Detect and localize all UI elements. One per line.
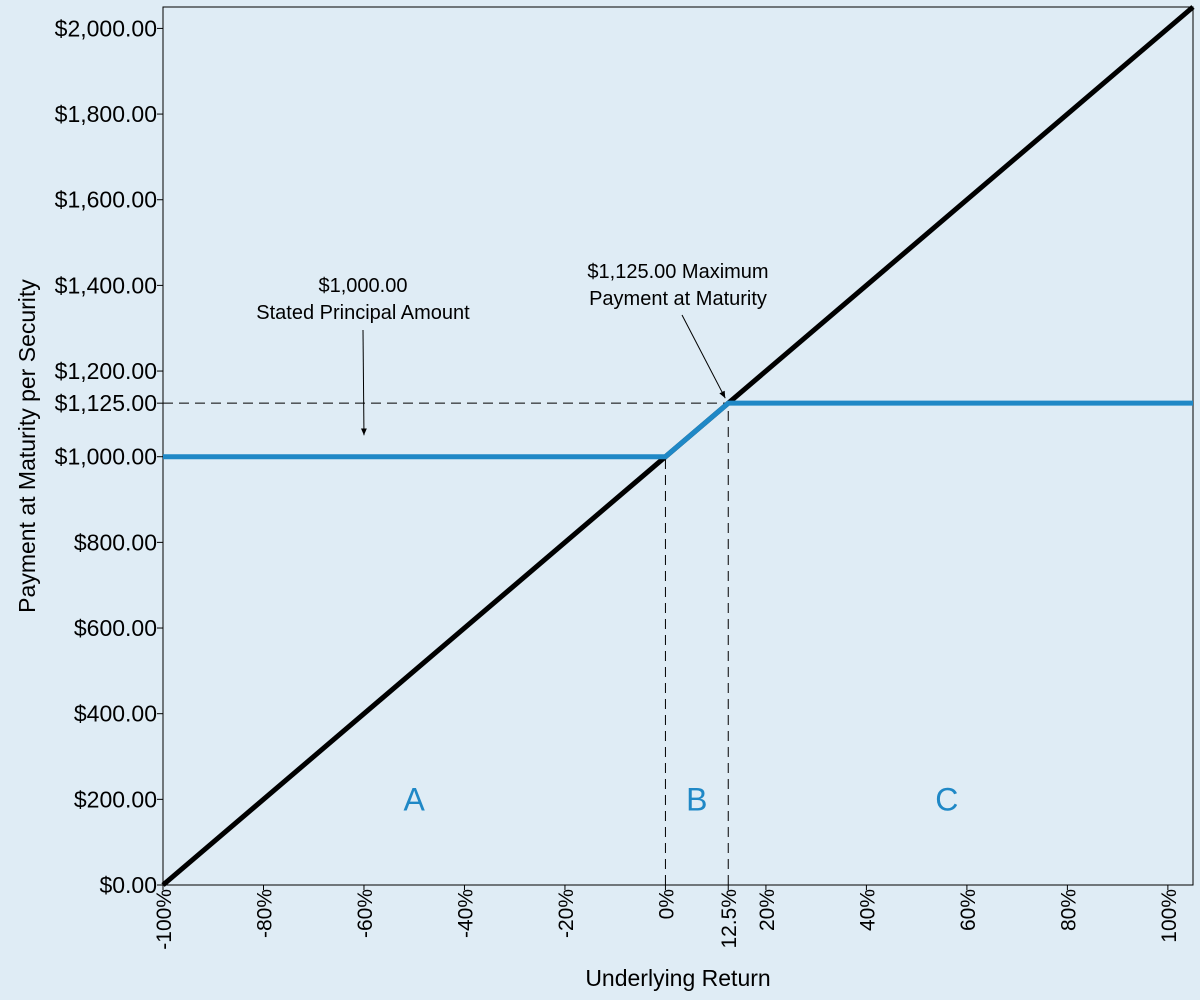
x-axis-title: Underlying Return bbox=[585, 965, 770, 991]
y-tick-label: $800.00 bbox=[74, 529, 157, 555]
x-tick-label: -60% bbox=[354, 889, 377, 938]
y-tick-label: $1,000.00 bbox=[55, 444, 157, 470]
annotation-principal-arrow bbox=[360, 329, 367, 436]
x-tick-label: -40% bbox=[454, 889, 477, 938]
x-tick-label: 80% bbox=[1057, 889, 1080, 931]
y-tick-label: $400.00 bbox=[74, 701, 157, 727]
x-axis-ticks: -100% -80% -60% -40% -20% 0% 12.5% 20% 40% 60% 80%… bbox=[153, 885, 1181, 950]
y-tick-label: $1,400.00 bbox=[55, 272, 157, 298]
region-label-c: C bbox=[935, 781, 958, 817]
y-tick-label: $600.00 bbox=[74, 615, 157, 641]
region-labels: A B C bbox=[404, 781, 959, 817]
y-axis-title: Payment at Maturity per Security bbox=[14, 279, 40, 613]
y-tick-label: $1,800.00 bbox=[55, 101, 157, 127]
y-tick-label: $1,600.00 bbox=[55, 187, 157, 213]
annotation-principal-line: Stated Principal Amount bbox=[256, 302, 470, 324]
y-tick-label: $1,125.00 bbox=[55, 390, 157, 416]
y-tick-label: $1,200.00 bbox=[55, 358, 157, 384]
y-axis-ticks: $0.00 $200.00 $400.00 $600.00 $800.00 $1,000.… bbox=[55, 15, 163, 898]
x-tick-label: 12.5% bbox=[718, 889, 741, 949]
annotation-maximum-line: Payment at Maturity bbox=[589, 288, 767, 310]
x-tick-label: 20% bbox=[756, 889, 779, 931]
x-tick-label: -20% bbox=[555, 889, 578, 938]
y-tick-label: $0.00 bbox=[99, 872, 157, 898]
x-tick-label: -80% bbox=[253, 889, 276, 938]
series-lines bbox=[161, 5, 1195, 887]
region-label-b: B bbox=[686, 781, 707, 817]
annotation-maximum-line: $1,125.00 Maximum bbox=[587, 261, 768, 283]
annotations: $1,000.00 Stated Principal Amount $1,125.0… bbox=[256, 261, 769, 436]
annotation-principal-line: $1,000.00 bbox=[319, 275, 408, 297]
annotation-maximum-arrow bbox=[681, 314, 726, 399]
x-tick-label: 40% bbox=[856, 889, 879, 931]
x-tick-label: 60% bbox=[957, 889, 980, 931]
x-tick-label: 0% bbox=[655, 889, 678, 919]
series-line-security bbox=[163, 400, 1193, 460]
y-tick-label: $2,000.00 bbox=[55, 15, 157, 41]
reference-lines bbox=[163, 402, 1193, 885]
x-tick-label: -100% bbox=[153, 889, 176, 950]
region-label-a: A bbox=[404, 781, 426, 817]
x-tick-label: 100% bbox=[1158, 889, 1181, 943]
y-tick-label: $200.00 bbox=[74, 786, 157, 812]
